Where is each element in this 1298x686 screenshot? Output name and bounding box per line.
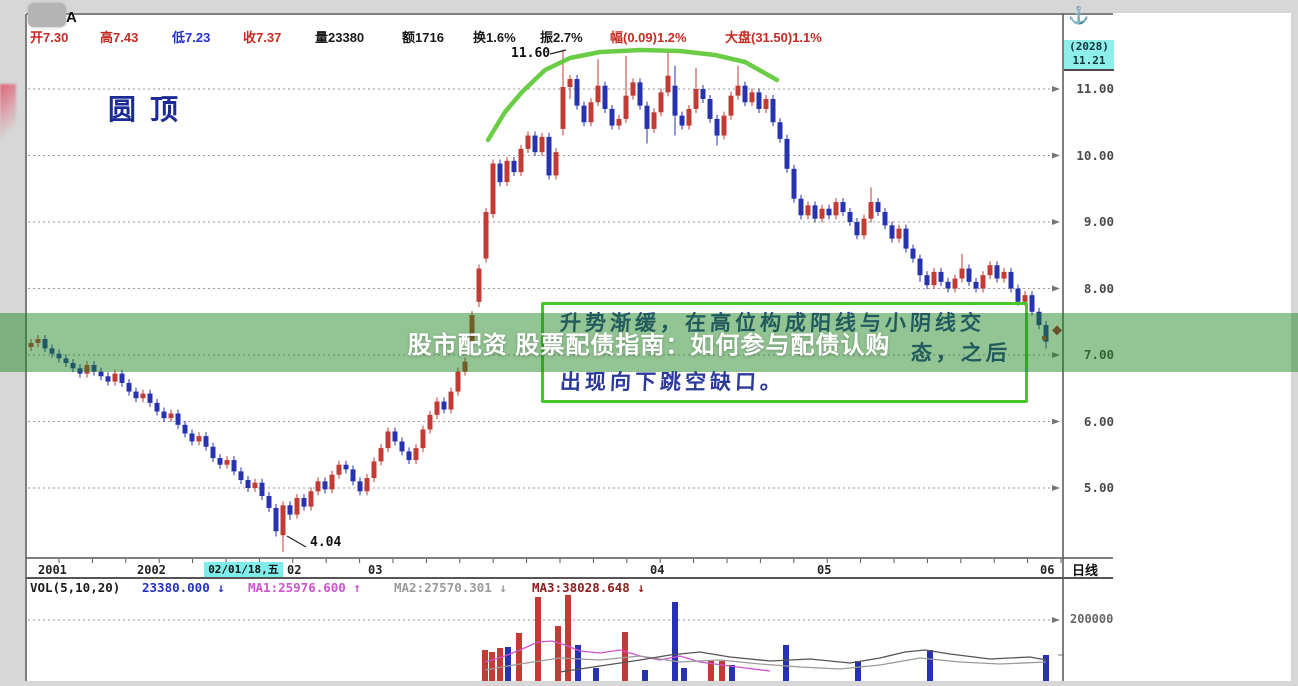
date-label-2: 02	[287, 563, 302, 577]
selected-date-highlight[interactable]: 02/01/18,五	[204, 562, 283, 577]
quote-field-5: 额1716	[402, 30, 444, 45]
price-tick-10.00: 10.00	[1076, 147, 1114, 163]
date-label-0: 2001	[38, 563, 67, 577]
quote-field-8: 幅(0.09)1.2%	[610, 30, 687, 45]
title-overlay-band	[0, 313, 1298, 372]
volume-axis-label: 200000	[1070, 612, 1114, 626]
price-marker-box: (2028) 11.21	[1064, 40, 1114, 71]
price-tick-7.00: 7.00	[1083, 347, 1114, 362]
date-label-1: 2002	[137, 563, 166, 577]
date-label-4: 04	[650, 563, 665, 577]
quote-field-7: 振2.7%	[540, 30, 583, 45]
quote-field-1: 高7.43	[100, 30, 139, 45]
vol-indicator-2: MA1:25976.600 ↑	[248, 580, 361, 595]
quote-field-4: 量23380	[315, 30, 365, 45]
peak-price-annotation: 11.60	[511, 46, 551, 61]
anchor-icon[interactable]: ⚓	[1068, 6, 1090, 25]
vol-indicator-0: VOL(5,10,20)	[30, 580, 121, 595]
price-tick-6.00: 6.00	[1083, 413, 1114, 429]
pattern-label: 圆顶	[108, 94, 193, 125]
left-edge-artifact	[0, 84, 16, 146]
quote-info-bar: 开7.30 高7.43 低7.23 收7.37 量23380 额1716 换1.6% 振2.7…	[0, 27, 1000, 45]
marker-box-line2: 11.21	[1072, 54, 1106, 67]
volume-indicator-header: VOL(5,10,20) 23380.000 ↓ MA1:25976.600 ↑ MA…	[0, 580, 900, 596]
low-price-annotation: 4.04	[310, 535, 342, 550]
date-label-5: 05	[817, 563, 832, 577]
price-tick-8.00: 8.00	[1083, 280, 1114, 296]
vol-indicator-3: MA2:27570.301 ↓	[394, 580, 507, 595]
quote-field-0: 开7.30	[30, 30, 69, 45]
price-tick-9.00: 9.00	[1083, 214, 1114, 229]
quote-field-3: 收7.37	[243, 30, 282, 45]
price-tick-5.00: 5.00	[1083, 480, 1114, 495]
quote-field-2: 低7.23	[172, 30, 211, 45]
vol-indicator-4: MA3:38028.648 ↓	[532, 580, 645, 595]
blurred-stock-name	[28, 3, 66, 27]
date-label-3: 03	[368, 563, 383, 577]
analysis-annotation-box: 升势渐缓，在高位构成阳线与小阴线交 态，之后 出现向下跳空缺口。	[541, 302, 1028, 403]
date-label-6: 06	[1040, 563, 1055, 577]
article-overlay-title: 股市配资 股票配债指南：如何参与配债认购	[407, 332, 891, 359]
stock-name-suffix: A	[66, 9, 77, 26]
quote-field-9: 大盘(31.50)1.1%	[725, 30, 822, 45]
date-axis: 2001 2002 02 03 04 05 06	[0, 563, 1100, 578]
period-label[interactable]: 日线	[1072, 563, 1099, 578]
quote-field-6: 换1.6%	[473, 30, 516, 45]
vol-indicator-1: 23380.000 ↓	[142, 580, 225, 595]
marker-box-line1: (2028)	[1069, 40, 1109, 53]
price-tick-11.00: 11.00	[1076, 81, 1114, 96]
